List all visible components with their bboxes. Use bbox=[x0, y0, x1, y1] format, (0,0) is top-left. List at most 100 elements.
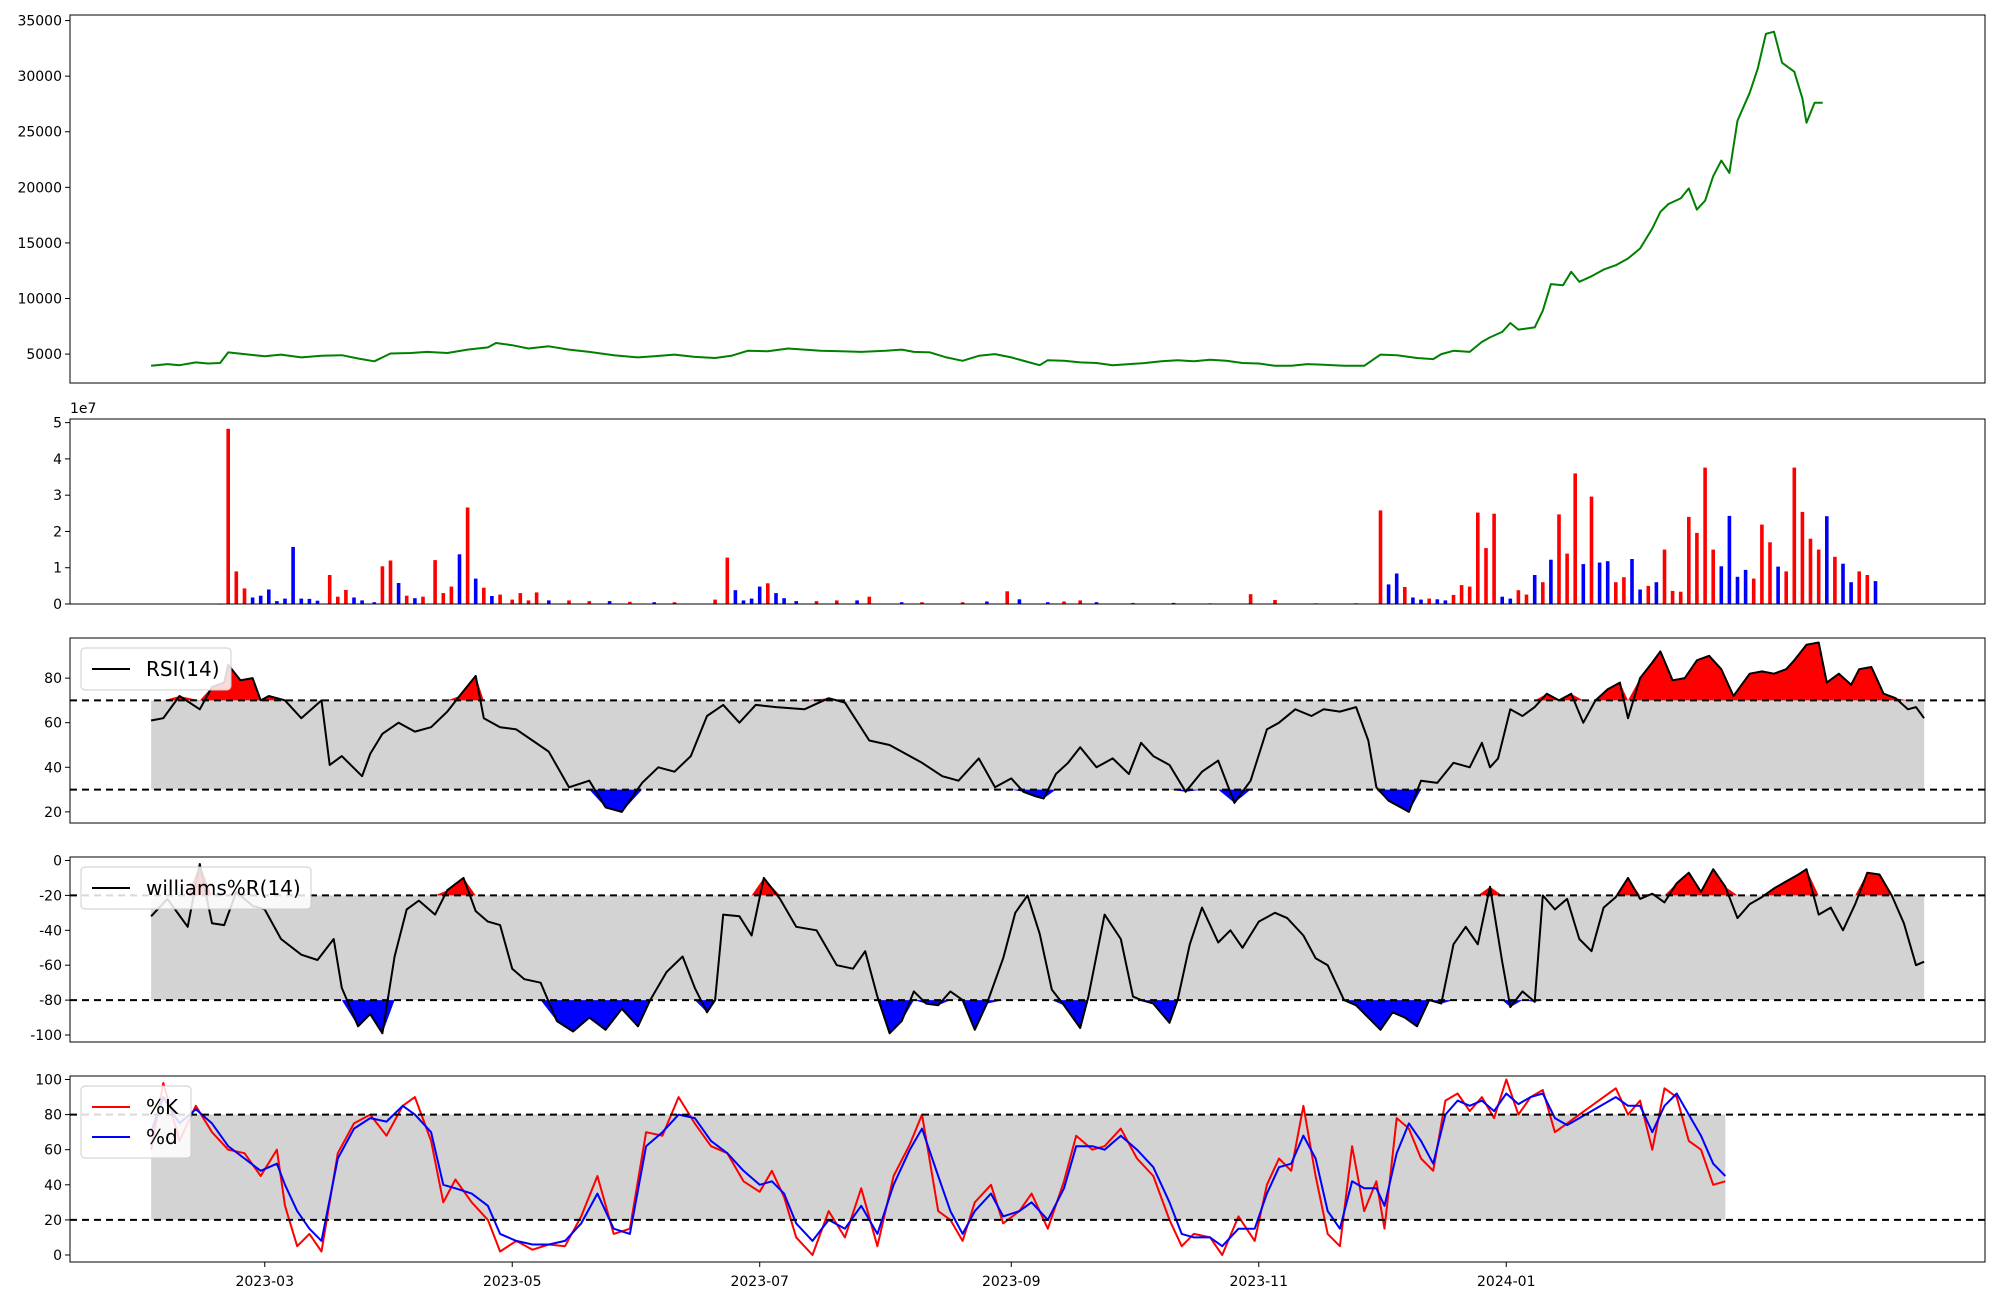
legend-label: %d bbox=[146, 1125, 178, 1149]
volume-bar bbox=[526, 600, 531, 604]
y-tick-label: 5000 bbox=[26, 347, 62, 363]
volume-bar bbox=[1549, 559, 1553, 604]
y-tick-label: 100 bbox=[35, 1073, 62, 1089]
volume-bar bbox=[782, 598, 786, 604]
legend-label: RSI(14) bbox=[146, 657, 220, 681]
volume-bar bbox=[1273, 600, 1277, 604]
y-tick-label: 40 bbox=[44, 760, 62, 776]
volume-bar bbox=[587, 601, 592, 604]
y-tick-label: 4 bbox=[53, 452, 62, 468]
volume-bar bbox=[1094, 602, 1099, 604]
y-tick-label: 80 bbox=[44, 671, 62, 687]
volume-bar bbox=[652, 602, 656, 604]
x-tick-label: 2023-07 bbox=[730, 1274, 789, 1290]
y-tick-label: 30000 bbox=[17, 69, 62, 85]
y-tick-label: 5 bbox=[53, 416, 62, 432]
volume-bar bbox=[567, 600, 571, 604]
volume-bar bbox=[1427, 598, 1431, 604]
volume-bar bbox=[713, 599, 717, 604]
volume-bar bbox=[1792, 467, 1797, 604]
volume-bar bbox=[327, 575, 332, 604]
volume-bar bbox=[518, 593, 523, 604]
volume-bar bbox=[449, 586, 454, 604]
volume-bar bbox=[1419, 599, 1423, 604]
volume-bar bbox=[1459, 585, 1464, 604]
threshold-band bbox=[151, 895, 1925, 1001]
volume-bar bbox=[985, 601, 989, 604]
volume-bar bbox=[1589, 496, 1594, 604]
y-tick-label: 0 bbox=[53, 853, 62, 869]
volume-bar bbox=[672, 602, 677, 604]
volume-bar bbox=[1776, 566, 1780, 604]
volume-bar bbox=[899, 602, 904, 604]
volume-bar bbox=[920, 602, 924, 604]
y-tick-label: -40 bbox=[39, 923, 62, 939]
volume-bar bbox=[234, 571, 239, 604]
volume-bar bbox=[1670, 590, 1675, 604]
volume-bar bbox=[473, 578, 478, 604]
volume-bar bbox=[1857, 571, 1861, 604]
y-tick-label: 25000 bbox=[17, 125, 62, 141]
volume-bar bbox=[441, 593, 446, 604]
volume-bar bbox=[1435, 599, 1440, 604]
volume-bar bbox=[1727, 515, 1732, 604]
volume-bar bbox=[226, 428, 230, 604]
volume-bar bbox=[498, 594, 502, 604]
y-tick-label: 60 bbox=[44, 1143, 62, 1159]
volume-bar bbox=[1751, 578, 1756, 604]
oversold-fill bbox=[151, 789, 1925, 812]
volume-bar bbox=[628, 601, 632, 604]
volume-bar bbox=[1500, 596, 1504, 604]
volume-bar bbox=[1581, 564, 1586, 604]
y-tick-label: 1 bbox=[53, 561, 62, 577]
volume-bar bbox=[1078, 600, 1082, 604]
volume-bar bbox=[1614, 582, 1618, 604]
y-tick-label: -80 bbox=[39, 993, 62, 1009]
legend-box bbox=[80, 647, 232, 691]
volume-bar bbox=[396, 583, 401, 604]
y-tick-label: 15000 bbox=[17, 236, 62, 252]
volume-bar bbox=[1443, 600, 1448, 604]
volume-bar bbox=[1411, 597, 1415, 604]
volume-bar bbox=[465, 507, 470, 604]
volume-bar bbox=[1841, 563, 1845, 604]
volume-bar bbox=[360, 600, 364, 604]
y-tick-label: 40 bbox=[44, 1178, 62, 1194]
price-panel: 5000 10000 15000 20000 25000 30000 35000 bbox=[17, 14, 1986, 384]
volume-bar bbox=[867, 596, 872, 604]
y-tick-label: 35000 bbox=[17, 14, 62, 30]
volume-bar bbox=[380, 566, 385, 604]
volume-bar bbox=[344, 589, 348, 604]
volume-bar bbox=[352, 597, 356, 604]
y-tick-label: 20000 bbox=[17, 180, 62, 196]
volume-bar bbox=[258, 595, 263, 604]
axes-frame bbox=[69, 14, 1986, 384]
volume-bar bbox=[1833, 556, 1837, 604]
legend-box bbox=[80, 866, 312, 910]
plot-area bbox=[70, 15, 1985, 383]
volume-bar bbox=[433, 560, 437, 604]
y-tick-label: 20 bbox=[44, 805, 62, 821]
volume-bar bbox=[413, 598, 417, 604]
volume-bar bbox=[315, 600, 320, 604]
volume-bar bbox=[1386, 584, 1391, 604]
volume-bar bbox=[547, 600, 551, 604]
volume-bar bbox=[250, 597, 255, 604]
y-tick-label: 10000 bbox=[17, 292, 62, 308]
volume-bar bbox=[275, 601, 279, 604]
volume-bar bbox=[267, 589, 271, 604]
volume-bar bbox=[607, 601, 612, 604]
volume-bar bbox=[1451, 594, 1456, 604]
volume-bar bbox=[283, 598, 287, 604]
volume-bar bbox=[1743, 569, 1748, 604]
oversold-fill bbox=[151, 1000, 1925, 1034]
volume-bar bbox=[1476, 512, 1480, 604]
volume-bar bbox=[757, 586, 762, 604]
volume-bar bbox=[1849, 582, 1853, 604]
volume-bar bbox=[1394, 573, 1399, 604]
volume-bar bbox=[1687, 516, 1691, 604]
threshold-band bbox=[151, 700, 1925, 790]
legend-box bbox=[80, 1085, 192, 1159]
volume-bar bbox=[291, 547, 295, 604]
